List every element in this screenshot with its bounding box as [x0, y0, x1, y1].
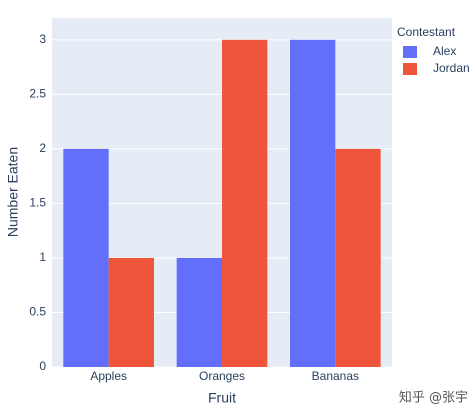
legend-label: Jordan — [433, 61, 470, 75]
bar — [176, 257, 222, 367]
y-tick-label: 3 — [39, 32, 46, 46]
bar — [63, 148, 109, 367]
watermark: 知乎 @张宇 — [399, 390, 468, 406]
x-tick-label: Bananas — [312, 369, 359, 383]
y-axis-title: Number Eaten — [5, 147, 21, 237]
y-tick-label: 1 — [39, 250, 46, 264]
y-tick-label: 1.5 — [29, 196, 46, 210]
y-tick-label: 2 — [39, 141, 46, 155]
y-tick-label: 0.5 — [29, 305, 46, 319]
legend-swatch — [403, 63, 417, 75]
legend-title: Contestant — [397, 25, 456, 39]
x-tick-label: Apples — [90, 369, 127, 383]
bar — [222, 39, 268, 367]
x-tick-label: Oranges — [199, 369, 245, 383]
bar — [335, 148, 381, 367]
y-tick-label: 2.5 — [29, 87, 46, 101]
x-axis-title: Fruit — [208, 390, 236, 406]
bar — [108, 257, 154, 367]
legend-swatch — [403, 46, 417, 58]
y-tick-label: 0 — [39, 359, 46, 373]
legend-label: Alex — [433, 44, 456, 58]
bar — [290, 39, 336, 367]
